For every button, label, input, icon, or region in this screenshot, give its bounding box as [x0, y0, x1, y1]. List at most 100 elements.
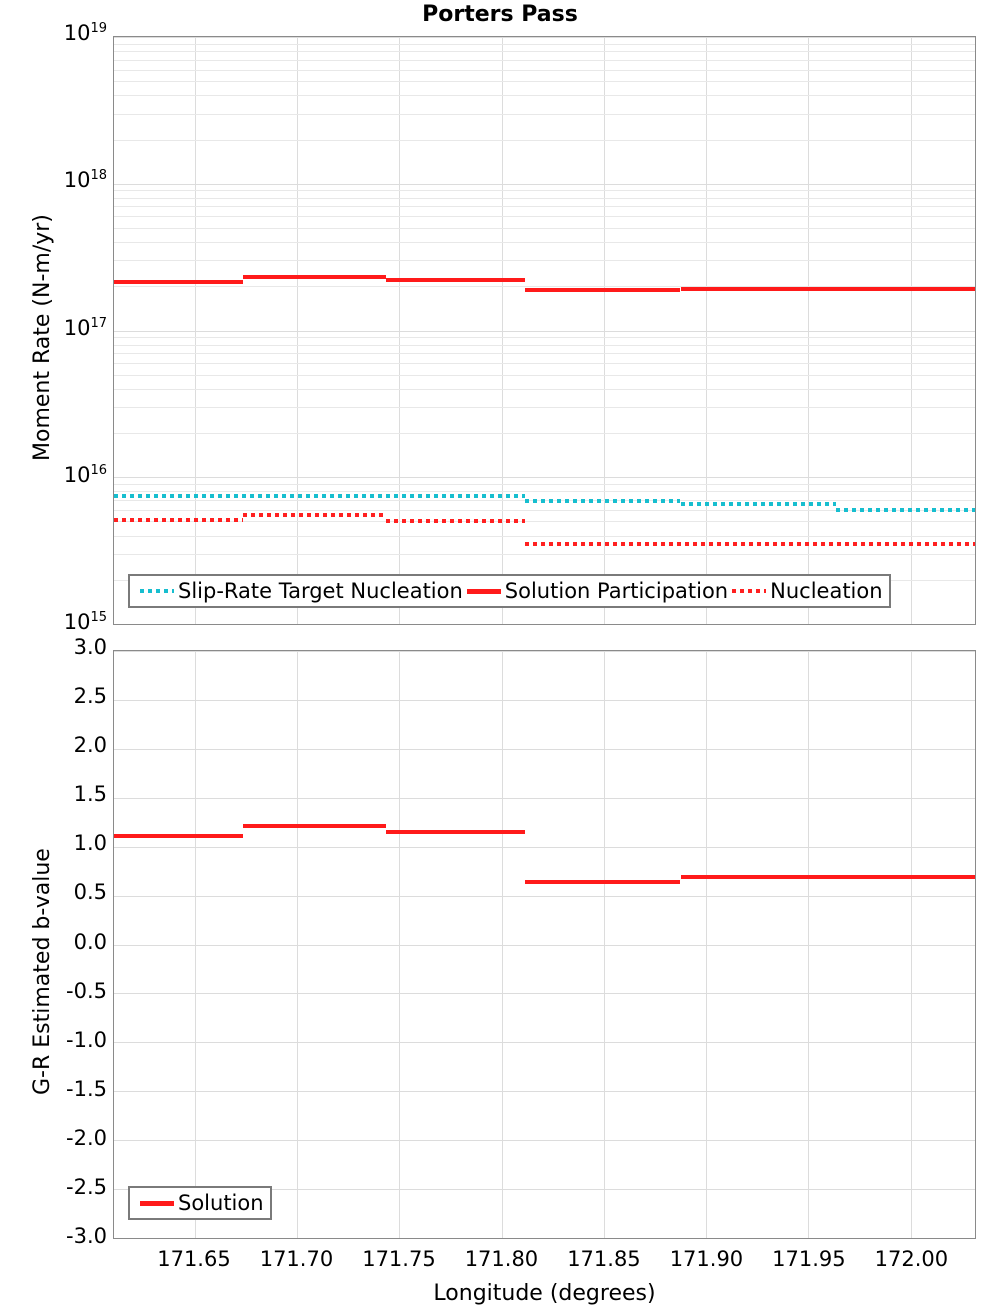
- series-step-segment: [525, 879, 681, 884]
- y-tick-label: 1019: [63, 21, 107, 45]
- gridline-horizontal: [114, 139, 975, 141]
- legend-swatch-icon: [140, 1200, 174, 1206]
- y-axis-label-moment-rate: Moment Rate (N-m/yr): [30, 213, 55, 461]
- gridline-horizontal: [114, 1091, 975, 1093]
- gridline-horizontal: [114, 521, 975, 523]
- gridline-horizontal: [114, 1140, 975, 1142]
- gridline-horizontal: [114, 748, 975, 750]
- legend-b-value[interactable]: Solution: [128, 1186, 272, 1220]
- legend-swatch-icon: [732, 589, 767, 593]
- y-tick-label: 0.5: [73, 880, 107, 905]
- y-tick-label: 1.0: [73, 831, 107, 856]
- y-tick-label: 3.0: [73, 635, 107, 659]
- series-step-segment: [114, 493, 526, 498]
- y-tick-label: 2.0: [73, 733, 107, 758]
- y-tick-label: -1.0: [66, 1027, 107, 1052]
- gridline-horizontal: [114, 624, 975, 625]
- series-step-segment: [114, 279, 243, 284]
- series-step-segment: [242, 513, 386, 518]
- y-tick-label: 1016: [63, 462, 107, 487]
- x-tick-label: 171.90: [669, 1247, 744, 1271]
- gridline-horizontal: [114, 1238, 975, 1239]
- y-tick-label: -2.0: [66, 1125, 107, 1150]
- legend-entry[interactable]: Slip-Rate Target Nucleation: [136, 578, 463, 603]
- x-tick-label: 171.85: [567, 1247, 641, 1271]
- y-tick-label: 1015: [63, 610, 107, 634]
- y-axis-label-b-value: G-R Estimated b-value: [30, 847, 55, 1095]
- legend-moment-rate[interactable]: Slip-Rate Target Nucleation Solution Part…: [128, 574, 891, 608]
- series-step-segment: [386, 519, 526, 524]
- gridline-horizontal: [114, 69, 975, 71]
- x-tick-label: 171.80: [464, 1247, 539, 1271]
- y-tick-label: 1018: [63, 168, 107, 193]
- b-value-plot-area: [113, 650, 976, 1239]
- legend-entry[interactable]: Solution Participation: [463, 578, 729, 603]
- series-step-segment: [680, 874, 975, 879]
- series-step-segment: [386, 278, 526, 283]
- gridline-horizontal: [114, 242, 975, 244]
- series-step-segment: [114, 833, 243, 838]
- gridline-horizontal: [114, 190, 975, 192]
- gridline-horizontal: [114, 1042, 975, 1044]
- y-tick-label: -2.5: [66, 1174, 107, 1199]
- gridline-horizontal: [114, 895, 975, 897]
- x-tick-label: 171.95: [772, 1247, 846, 1271]
- y-tick-label: 2.5: [73, 684, 107, 709]
- gridline-horizontal: [114, 286, 975, 288]
- gridline-horizontal: [114, 651, 975, 652]
- series-step-segment: [525, 542, 975, 547]
- gridline-horizontal: [114, 363, 975, 365]
- gridline-horizontal: [114, 353, 975, 355]
- series-step-segment: [680, 501, 836, 506]
- gridline-horizontal: [114, 483, 975, 485]
- gridline-horizontal: [114, 846, 975, 848]
- gridline-horizontal: [114, 59, 975, 61]
- gridline-horizontal: [114, 81, 975, 83]
- series-step-segment: [680, 286, 975, 291]
- gridline-horizontal: [114, 183, 975, 185]
- gridline-horizontal: [114, 344, 975, 346]
- y-tick-label: -0.5: [66, 978, 107, 1003]
- legend-entry[interactable]: Solution: [136, 1192, 264, 1214]
- gridline-horizontal: [114, 374, 975, 376]
- moment-rate-plot-area: [113, 36, 976, 625]
- gridline-horizontal: [114, 699, 975, 701]
- gridline-horizontal: [114, 330, 975, 332]
- gridline-horizontal: [114, 260, 975, 262]
- x-tick-label: 172.00: [874, 1247, 949, 1271]
- gridline-horizontal: [114, 509, 975, 511]
- gridline-horizontal: [114, 206, 975, 208]
- gridline-horizontal: [114, 337, 975, 339]
- gridline-horizontal: [114, 95, 975, 97]
- x-tick-label: 171.75: [362, 1247, 436, 1271]
- x-axis-label-longitude: Longitude (degrees): [433, 1281, 656, 1306]
- series-step-segment: [386, 829, 526, 834]
- gridline-horizontal: [114, 477, 975, 479]
- gridline-horizontal: [114, 197, 975, 199]
- gridline-horizontal: [114, 553, 975, 555]
- gridline-horizontal: [114, 491, 975, 493]
- gridline-horizontal: [114, 535, 975, 537]
- series-step-segment: [525, 288, 681, 293]
- legend-swatch-icon: [140, 589, 174, 593]
- series-step-segment: [242, 824, 386, 829]
- gridline-horizontal: [114, 407, 975, 409]
- y-tick-label: -3.0: [66, 1224, 107, 1248]
- y-tick-label: -1.5: [66, 1076, 107, 1101]
- series-step-segment: [114, 518, 243, 523]
- y-tick-label: 1.5: [73, 782, 107, 807]
- legend-label: Slip-Rate Target Nucleation: [178, 578, 463, 603]
- gridline-horizontal: [114, 216, 975, 218]
- gridline-horizontal: [114, 51, 975, 53]
- legend-entry[interactable]: Nucleation: [728, 580, 883, 602]
- gridline-horizontal: [114, 37, 975, 38]
- gridline-horizontal: [114, 1189, 975, 1191]
- gridline-horizontal: [114, 993, 975, 995]
- gridline-horizontal: [114, 43, 975, 45]
- series-step-segment: [835, 507, 975, 512]
- legend-swatch-icon: [466, 588, 501, 594]
- y-tick-label: 0.0: [73, 929, 107, 954]
- series-step-segment: [525, 498, 681, 503]
- legend-label: Solution Participation: [504, 578, 729, 603]
